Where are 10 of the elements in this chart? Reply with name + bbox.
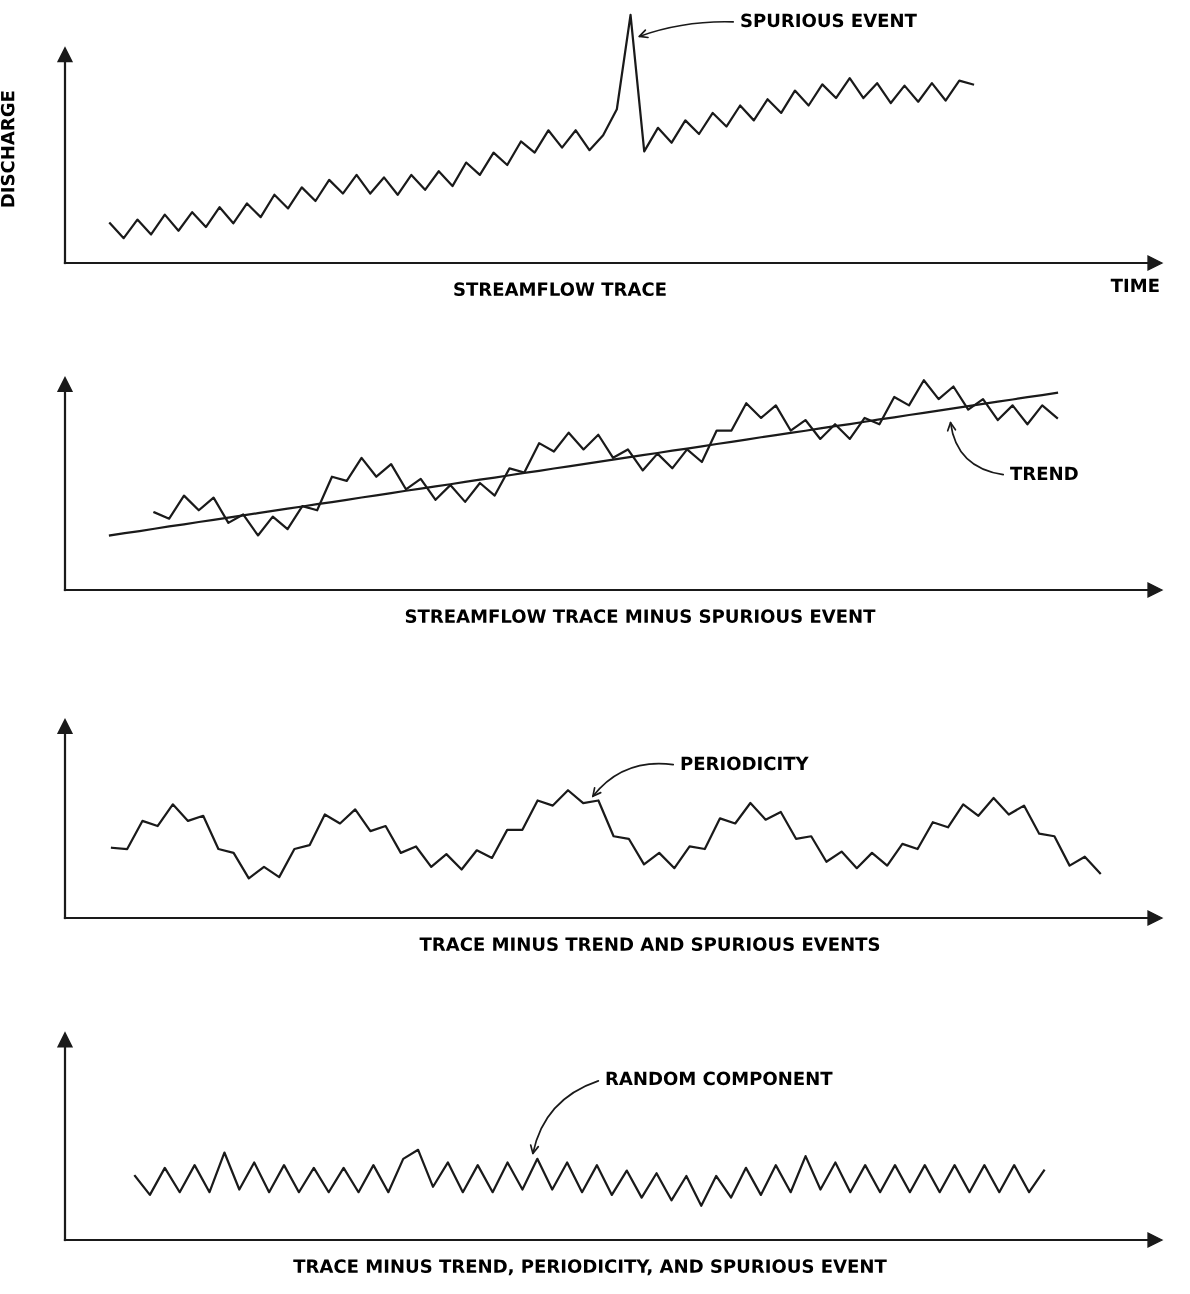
annotation: SPURIOUS EVENT bbox=[741, 13, 917, 28]
y-axis-title: DISCHARGE bbox=[0, 91, 15, 207]
x-axis-title: TRACE MINUS TREND AND SPURIOUS EVENTS bbox=[419, 937, 880, 951]
x-axis-title: TRACE MINUS TREND, PERIODICITY, AND SPURIOUS EVENT bbox=[293, 1259, 887, 1276]
text: PERIODICITY bbox=[681, 756, 809, 771]
text: RANDOM COMPONENT bbox=[606, 1071, 833, 1086]
x-axis-title: STREAMFLOW TRACE bbox=[454, 282, 666, 296]
x-axis-title: STREAMFLOW TRACE MINUS SPURIOUS EVENT bbox=[405, 609, 876, 623]
annotation: TREND bbox=[1010, 466, 1078, 480]
text: TIME bbox=[1110, 278, 1159, 292]
